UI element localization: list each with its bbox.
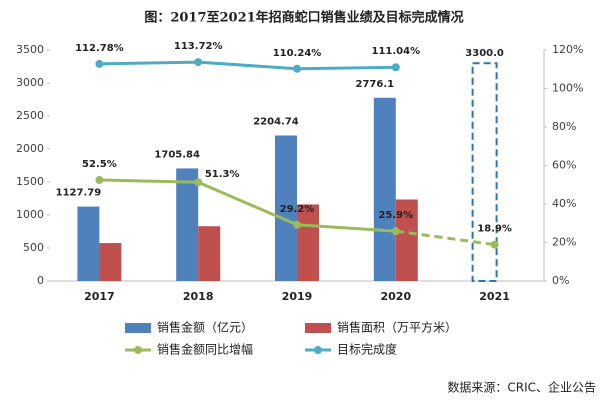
line-value-label: 29.2%	[280, 204, 315, 215]
y-tick-label: 0	[37, 274, 44, 287]
y-tick-label: 500	[23, 241, 44, 254]
y-tick-label: 1000	[16, 208, 44, 221]
legend-label: 销售面积（万平方米）	[337, 320, 457, 335]
x-tick-label: 2019	[282, 290, 313, 303]
line-value-label: 112.78%	[75, 43, 124, 54]
line-marker	[95, 59, 104, 68]
x-tick-label: 2018	[183, 290, 214, 303]
bar-value-label: 2776.1	[356, 79, 395, 90]
line	[99, 178, 396, 233]
y2-tick-label: 80%	[552, 120, 576, 133]
x-tick-label: 2021	[479, 290, 510, 303]
y2-tick-label: 60%	[552, 159, 576, 172]
x-tick-label: 2017	[84, 290, 115, 303]
bar-value-label: 2204.74	[253, 116, 299, 127]
chart-title: 图：2017至2021年招商蛇口销售业绩及目标完成情况	[144, 10, 463, 26]
line-marker	[194, 58, 203, 67]
line-marker	[293, 220, 301, 229]
y2-tick-label: 0%	[552, 274, 569, 287]
source-note: 数据来源：CRIC、企业公告	[447, 380, 596, 395]
legend-label: 目标完成度	[337, 342, 397, 357]
y2-tick-label: 40%	[552, 197, 576, 210]
line-value-label: 110.24%	[273, 48, 322, 59]
target-label: 3300.0	[465, 48, 504, 59]
line-marker	[391, 227, 400, 236]
bar-value-label: 1127.79	[56, 188, 102, 199]
y-tick-label: 3500	[16, 43, 44, 56]
y-tick-label: 3000	[16, 76, 44, 89]
bar	[198, 226, 221, 281]
legend-swatch	[125, 323, 151, 333]
line-value-label: 113.72%	[174, 41, 223, 52]
x-tick-label: 2020	[380, 290, 411, 303]
line-marker	[95, 175, 104, 184]
line-value-label: 51.3%	[205, 169, 240, 180]
line-marker	[391, 63, 400, 72]
bar	[373, 97, 396, 281]
line-marker	[293, 64, 301, 73]
y-tick-label: 2000	[16, 142, 44, 155]
bar	[395, 199, 418, 281]
legend-swatch	[314, 346, 322, 354]
bar	[297, 204, 319, 281]
line-marker	[490, 240, 499, 249]
legend-swatch	[305, 323, 331, 333]
line-value-label: 111.04%	[371, 46, 420, 57]
y-tick-label: 2500	[16, 109, 44, 122]
bar	[77, 206, 100, 281]
bar	[275, 135, 297, 281]
legend-label: 销售金额同比增幅	[157, 342, 253, 357]
line-value-label: 25.9%	[378, 210, 413, 221]
line	[99, 60, 396, 71]
line-value-label: 52.5%	[82, 159, 117, 170]
line-marker	[194, 178, 203, 187]
bar-value-label: 1705.84	[154, 149, 200, 160]
legend-label: 销售金额（亿元）	[157, 320, 253, 335]
y-tick-label: 1500	[16, 175, 44, 188]
bar	[99, 243, 122, 281]
y2-tick-label: 100%	[552, 82, 583, 95]
y2-tick-label: 120%	[552, 43, 583, 56]
line	[395, 229, 495, 247]
bar	[176, 168, 199, 281]
target-box	[471, 62, 498, 283]
line-value-label: 18.9%	[477, 224, 512, 235]
y2-tick-label: 20%	[552, 236, 576, 249]
legend-swatch	[134, 346, 142, 354]
